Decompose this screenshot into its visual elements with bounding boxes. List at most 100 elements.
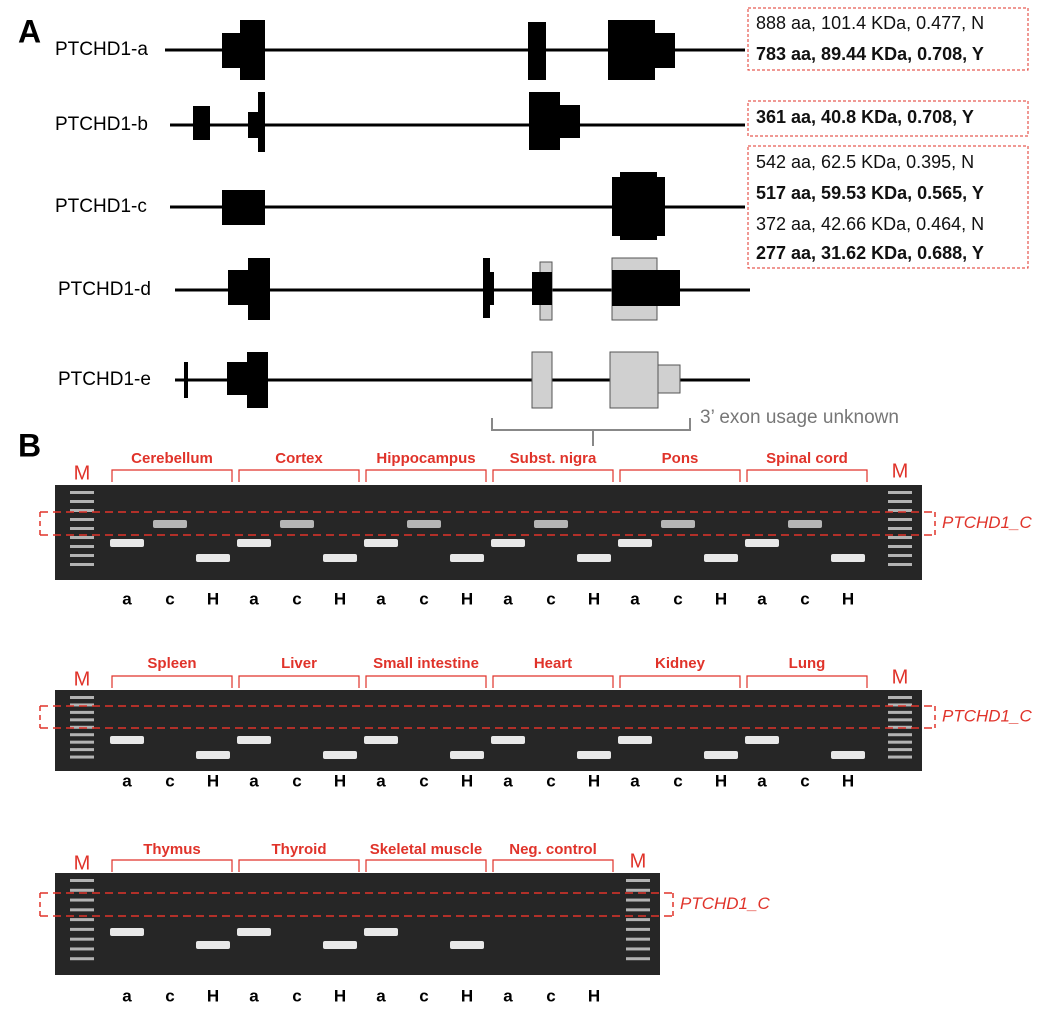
gel-band <box>110 539 144 547</box>
target-label: PTCHD1_C <box>942 706 1032 725</box>
gel <box>55 873 660 975</box>
gel-band <box>196 751 230 759</box>
ladder-band <box>70 889 94 892</box>
lane-label: c <box>419 986 428 1005</box>
protein-info: 542 aa, 62.5 KDa, 0.395, N <box>756 152 974 172</box>
tissue-name: Liver <box>281 655 317 672</box>
protein-info: 783 aa, 89.44 KDa, 0.708, Y <box>756 44 984 64</box>
exon <box>483 258 490 318</box>
ladder-band <box>70 518 94 521</box>
ladder-band <box>70 563 94 566</box>
gel-band <box>364 539 398 547</box>
tissue-name: Pons <box>662 450 699 467</box>
lane-label: H <box>207 589 219 608</box>
ladder-band <box>888 741 912 744</box>
tissue-bracket <box>239 470 359 482</box>
marker-label: M <box>892 666 909 688</box>
tissue-name: Kidney <box>655 655 706 672</box>
gel <box>55 690 922 771</box>
lane-label: a <box>122 986 132 1005</box>
lane-label: c <box>165 986 174 1005</box>
bracket <box>492 418 690 446</box>
lane-label: a <box>376 771 386 790</box>
lane-label: a <box>503 589 513 608</box>
ladder-band <box>626 918 650 921</box>
ladder-band <box>70 491 94 494</box>
tissue-bracket <box>239 676 359 688</box>
lane-label: H <box>461 771 473 790</box>
lane-label: c <box>292 771 301 790</box>
gel-band <box>788 520 822 528</box>
exon <box>228 270 248 305</box>
target-label: PTCHD1_C <box>680 894 770 913</box>
gel-band <box>237 928 271 936</box>
tissue-bracket <box>239 860 359 872</box>
tissue-bracket <box>366 676 486 688</box>
lane-label: c <box>292 986 301 1005</box>
lane-label: c <box>800 771 809 790</box>
ladder-band <box>70 500 94 503</box>
tissue-name: Spinal cord <box>766 450 848 467</box>
transcript-name: PTCHD1-c <box>55 196 147 217</box>
ladder-band <box>626 908 650 911</box>
ladder-band <box>626 879 650 882</box>
ladder-band <box>70 741 94 744</box>
gel-band <box>110 736 144 744</box>
ladder-band <box>888 711 912 714</box>
lane-label: a <box>630 589 640 608</box>
tissue-name: Cortex <box>275 450 323 467</box>
lane-label: H <box>207 771 219 790</box>
tissue-name: Spleen <box>147 655 196 672</box>
lane-label: H <box>207 986 219 1005</box>
ladder-band <box>70 879 94 882</box>
ladder-band <box>70 918 94 921</box>
note: 3’ exon usage unknown <box>700 407 899 428</box>
tissue-bracket <box>493 676 613 688</box>
lane-label: c <box>800 589 809 608</box>
tissue-name: Thymus <box>143 841 201 858</box>
gel-band <box>237 539 271 547</box>
transcript-name: PTCHD1-b <box>55 114 148 135</box>
ladder-band <box>888 527 912 530</box>
gel-band <box>450 751 484 759</box>
exon <box>184 362 188 398</box>
ladder-band <box>888 696 912 699</box>
tissue-bracket <box>493 860 613 872</box>
gel-band <box>704 554 738 562</box>
exon <box>620 172 657 240</box>
ladder-band <box>70 938 94 941</box>
lane-label: a <box>122 589 132 608</box>
protein-info: 372 aa, 42.66 KDa, 0.464, N <box>756 214 984 234</box>
exon <box>655 33 675 68</box>
lane-label: H <box>461 589 473 608</box>
lane-label: c <box>165 589 174 608</box>
gel-band <box>745 539 779 547</box>
tissue-bracket <box>112 470 232 482</box>
ladder-band <box>70 527 94 530</box>
gel-band <box>450 554 484 562</box>
ladder-band <box>70 718 94 721</box>
transcript-name: PTCHD1-e <box>58 369 151 390</box>
ladder-band <box>70 545 94 548</box>
lane-label: a <box>249 771 259 790</box>
tissue-bracket <box>112 860 232 872</box>
gel-band <box>110 928 144 936</box>
gel-band <box>704 751 738 759</box>
exon <box>240 20 265 80</box>
tissue-name: Neg. control <box>509 841 597 858</box>
marker-label: M <box>74 852 91 874</box>
exon <box>528 22 546 80</box>
lane-label: H <box>842 771 854 790</box>
tissue-bracket <box>366 470 486 482</box>
ladder-band <box>888 518 912 521</box>
marker-label: M <box>630 850 647 872</box>
tissue-name: Cerebellum <box>131 450 213 467</box>
exon <box>222 190 265 225</box>
exon <box>532 352 552 408</box>
ladder-band <box>70 957 94 960</box>
lane-label: c <box>419 771 428 790</box>
lane-label: a <box>503 986 513 1005</box>
tissue-name: Hippocampus <box>376 450 475 467</box>
ladder-band <box>888 545 912 548</box>
target-label: PTCHD1_C <box>942 513 1032 532</box>
